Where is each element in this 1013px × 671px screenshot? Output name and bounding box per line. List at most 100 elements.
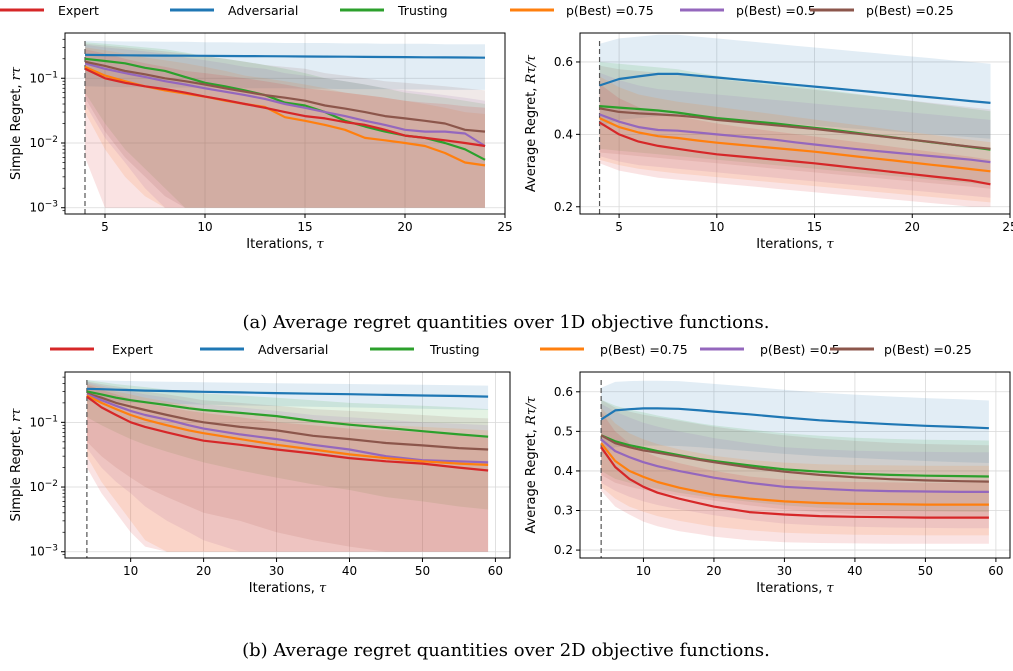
x-tick-label: 10 [123,564,138,578]
confidence-band [601,380,989,463]
legend-item-pbest-05: p(Best) =0.5 [680,3,816,18]
x-tick-label: 10 [636,564,651,578]
series-line [598,121,991,186]
legend-label: Trusting [397,3,448,18]
x-tick-label: 30 [269,564,284,578]
legend-label: Adversarial [228,3,298,18]
y-tick-label: 0.2 [554,543,573,557]
legend-label: p(Best) =0.25 [866,3,954,18]
series-line [599,107,991,150]
chart-b-average-regret: 10 20 30 40 50 60 Iterations, τ 0.2 0.3 0.4 0.5 0.6… [524,371,1011,596]
y-axis-label: Average Regret, Rτ/τ [524,54,539,192]
series-line [600,434,989,478]
series-line [86,392,489,451]
legend-item-pbest-075: p(Best) =0.75 [540,342,688,357]
y-tick-label: 0.6 [554,385,573,399]
series-line [86,394,489,466]
x-axis: 10 20 30 40 50 60 Iterations, τ [123,558,503,596]
x-tick-label: 20 [706,564,721,578]
x-axis-label: Iterations, τ [249,581,327,596]
x-tick-label: 25 [497,220,512,234]
series-line [86,387,489,398]
series-lines [86,387,489,472]
x-tick-label: 10 [197,220,212,234]
x-axis-label: Iterations, τ [756,581,834,596]
y-tick-label: 0.2 [554,200,573,214]
chart-a-simple-regret: 5 10 15 20 25 Iterations, τ 10−3 10−2 10−1 Simple… [9,32,513,252]
y-tick-label: 10−3 [29,200,58,215]
series-line [84,60,486,133]
x-tick-label: 15 [807,220,822,234]
confidence-band [86,384,489,552]
legend-item-adversarial: Adversarial [170,3,298,18]
series-lines [600,407,989,519]
series-lines [598,72,991,186]
y-axis-label: Average Regret, Rτ/τ [524,396,539,534]
series-line [599,72,991,104]
confidence-band [599,83,991,207]
legend-label: Trusting [429,342,480,357]
x-tick-label: 20 [905,220,920,234]
bands [599,34,991,207]
x-tick-label: 20 [397,220,412,234]
confidence-band [601,403,989,529]
chart-b-simple-regret: 10 20 30 40 50 60 Iterations, τ 10−3 10−2 10−1 Sim… [9,371,511,596]
y-tick-label: 10−1 [29,414,58,429]
plot-frame [579,32,1011,215]
confidence-band [599,72,991,198]
x-axis-label: Iterations, τ [756,237,834,252]
plot-frame [579,371,1011,559]
x-tick-label: 5 [615,220,623,234]
confidence-band [601,411,989,544]
legend-item-pbest-025: p(Best) =0.25 [810,3,954,18]
series-line [86,390,489,438]
series-line [600,438,989,493]
x-axis: 5 10 15 20 25 Iterations, τ [615,214,1013,252]
confidence-band [85,49,485,208]
series-line [84,53,486,59]
x-tick-label: 5 [101,220,109,234]
y-tick-label: 10−3 [29,544,58,559]
series-lines [84,53,486,167]
series-line [86,395,489,472]
y-tick-label: 10−2 [29,135,58,150]
x-tick-label: 20 [196,564,211,578]
legend-label: Expert [112,342,153,357]
confidence-band [599,62,991,185]
y-axis-label: Simple Regret, rτ [9,408,24,522]
confidence-band [601,399,989,513]
legend-item-expert: Expert [50,342,153,357]
x-tick-label: 60 [988,564,1003,578]
y-axis: 0.2 0.3 0.4 0.5 0.6 Average Regret, Rτ/τ [524,385,580,557]
bands [85,40,485,208]
y-tick-label: 0.4 [554,464,573,478]
y-axis: 10−3 10−2 10−1 Simple Regret, rτ [9,376,65,559]
series-line [600,434,989,483]
x-tick-label: 60 [488,564,503,578]
legend-top: Expert Adversarial Trusting p(Best) =0.7… [0,3,954,18]
x-axis: 5 10 15 20 25 Iterations, τ [101,214,513,252]
y-tick-label: 10−2 [29,479,58,494]
legend-label: p(Best) =0.25 [884,342,972,357]
legend-item-expert: Expert [0,3,99,18]
x-tick-label: 50 [415,564,430,578]
legend-label: Adversarial [258,342,328,357]
legend-item-pbest-025: p(Best) =0.25 [830,342,972,357]
y-tick-label: 10−1 [29,70,58,85]
bands [601,380,989,544]
caption-b: (b) Average regret quantities over 2D ob… [242,640,770,661]
legend-label: p(Best) =0.5 [736,3,816,18]
series-line [600,446,989,519]
series-line [600,442,989,506]
series-line [600,407,989,430]
legend-label: p(Best) =0.5 [760,342,840,357]
grid [580,372,1010,558]
x-tick-label: 25 [1002,220,1013,234]
series-line [84,62,486,147]
legend-item-adversarial: Adversarial [200,342,328,357]
grid [65,372,510,558]
x-tick-label: 40 [342,564,357,578]
x-tick-label: 40 [847,564,862,578]
legend-item-pbest-075: p(Best) =0.75 [510,3,654,18]
